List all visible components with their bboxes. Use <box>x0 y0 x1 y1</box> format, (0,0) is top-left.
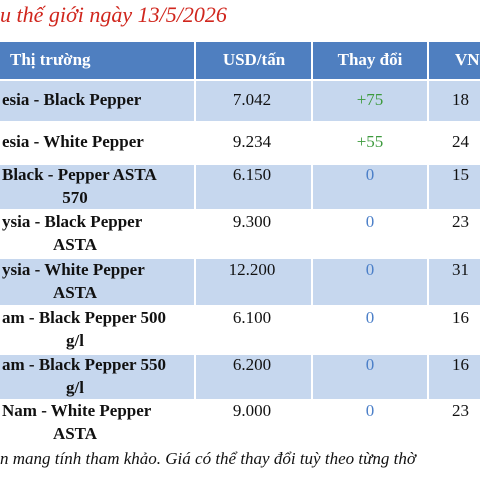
usd-cell: 12.200 <box>229 260 276 279</box>
vnd-cell: 16 <box>452 355 469 374</box>
title: u thế giới ngày 13/5/2026 <box>0 2 227 27</box>
row-bg <box>0 80 480 122</box>
market-cell: ASTA <box>53 235 98 254</box>
market-cell: esia - Black Pepper <box>2 90 142 109</box>
header-cell: Thay đổi <box>338 50 403 69</box>
vnd-cell: 23 <box>452 401 469 420</box>
footer: n mang tính tham khảo. Giá có thể thay đ… <box>0 449 417 468</box>
change-cell: 0 <box>366 260 375 279</box>
usd-cell: 7.042 <box>233 90 271 109</box>
usd-cell: 9.300 <box>233 212 271 231</box>
row-bg <box>0 122 480 164</box>
market-cell: ASTA <box>53 424 98 443</box>
market-cell: ysia - White Pepper <box>2 260 145 279</box>
row-bg <box>0 354 480 400</box>
header-bg <box>0 42 480 80</box>
row-bg <box>0 306 480 354</box>
market-cell: am - Black Pepper 500 <box>2 308 166 327</box>
change-cell: 0 <box>366 401 375 420</box>
change-cell: 0 <box>366 308 375 327</box>
usd-cell: 6.150 <box>233 165 271 184</box>
usd-cell: 6.100 <box>233 308 271 327</box>
change-cell: 0 <box>366 355 375 374</box>
vnd-cell: 31 <box>452 260 469 279</box>
market-cell: ASTA <box>53 283 98 302</box>
market-cell: ysia - Black Pepper <box>2 212 143 231</box>
row-bg <box>0 210 480 258</box>
usd-cell: 9.000 <box>233 401 271 420</box>
market-cell: Nam - White Pepper <box>2 401 152 420</box>
market-cell: g/l <box>66 331 84 350</box>
header-cell: USD/tấn <box>223 50 286 69</box>
market-cell: g/l <box>66 378 84 397</box>
header-cell: Thị trường <box>10 50 91 69</box>
market-cell: esia - White Pepper <box>2 132 144 151</box>
change-cell: 0 <box>366 212 375 231</box>
vnd-cell: 18 <box>452 90 469 109</box>
usd-cell: 6.200 <box>233 355 271 374</box>
market-cell: 570 <box>62 188 88 207</box>
vnd-cell: 16 <box>452 308 469 327</box>
vnd-cell: 24 <box>452 132 470 151</box>
header-cell: VN <box>455 50 480 69</box>
vnd-cell: 23 <box>452 212 469 231</box>
row-bg <box>0 164 480 210</box>
change-cell: +55 <box>357 132 384 151</box>
row-bg <box>0 258 480 306</box>
usd-cell: 9.234 <box>233 132 272 151</box>
change-cell: +75 <box>357 90 384 109</box>
row-bg <box>0 400 480 446</box>
change-cell: 0 <box>366 165 375 184</box>
vnd-cell: 15 <box>452 165 469 184</box>
market-cell: am - Black Pepper 550 <box>2 355 166 374</box>
market-cell: Black - Pepper ASTA <box>2 165 157 184</box>
